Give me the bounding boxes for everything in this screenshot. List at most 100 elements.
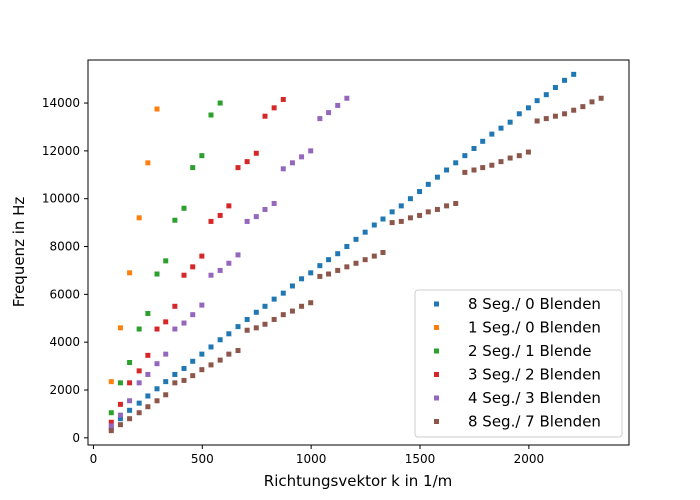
data-point [552, 113, 558, 119]
data-point [190, 312, 196, 318]
data-point [172, 371, 178, 377]
legend-label: 1 Seg./ 0 Blenden [468, 319, 601, 337]
data-point [425, 209, 431, 215]
data-point [489, 162, 495, 168]
series-2 [108, 106, 160, 385]
data-point [507, 119, 513, 125]
data-point [425, 181, 431, 187]
legend-label: 4 Seg./ 3 Blenden [468, 389, 601, 407]
series-6 [108, 95, 604, 434]
series-3 [108, 100, 223, 416]
data-point [407, 215, 413, 221]
data-point [235, 252, 241, 258]
data-point [280, 166, 286, 172]
data-point [108, 419, 114, 425]
data-point [516, 153, 522, 159]
data-point [462, 169, 468, 175]
data-point [244, 218, 250, 224]
data-point [444, 167, 450, 173]
data-point [317, 263, 323, 269]
data-point [217, 267, 223, 273]
data-point [308, 148, 314, 154]
data-point [571, 71, 577, 77]
data-point [453, 200, 459, 206]
data-point [190, 358, 196, 364]
data-point [154, 386, 160, 392]
data-point [398, 218, 404, 224]
data-point [253, 214, 259, 220]
data-point [108, 423, 114, 429]
data-point [145, 393, 151, 399]
data-point [172, 380, 178, 386]
data-point [226, 260, 232, 266]
data-point [534, 118, 540, 124]
data-point [380, 216, 386, 222]
data-point [434, 174, 440, 180]
data-point [444, 203, 450, 209]
data-point [389, 220, 395, 226]
data-point [480, 138, 486, 144]
y-tick-label: 8000 [49, 240, 80, 254]
data-point [571, 107, 577, 113]
x-tick-label: 2000 [514, 452, 545, 466]
data-point [543, 92, 549, 98]
y-axis-label: Frequenz in Hz [10, 197, 28, 308]
y-tick-label: 14000 [42, 96, 80, 110]
legend: 8 Seg./ 0 Blenden 1 Seg./ 0 Blenden 2 Seg.… [414, 289, 623, 438]
data-point [226, 203, 232, 209]
series-1 [108, 71, 577, 431]
data-point [154, 106, 160, 112]
data-point [117, 416, 123, 422]
data-point [335, 267, 341, 273]
data-point [335, 102, 341, 108]
data-point [335, 251, 341, 257]
data-point [308, 270, 314, 276]
data-point [235, 324, 241, 330]
data-point [344, 95, 350, 101]
legend-marker [434, 348, 439, 354]
legend-label: 8 Seg./ 0 Blenden [468, 295, 601, 313]
x-tick-label: 0 [90, 452, 98, 466]
data-point [154, 361, 160, 367]
data-point [217, 357, 223, 363]
data-point [199, 253, 205, 259]
y-tick-label: 2000 [49, 383, 80, 397]
data-point [163, 392, 169, 398]
data-point [244, 316, 250, 322]
data-point [326, 271, 332, 277]
data-point [534, 98, 540, 104]
data-point [181, 320, 187, 326]
x-tick-label: 1000 [296, 452, 327, 466]
data-point [525, 105, 531, 111]
data-point [163, 379, 169, 385]
y-tick-label: 0 [72, 431, 80, 445]
data-point [344, 264, 350, 270]
data-point [145, 310, 151, 316]
data-point [516, 111, 522, 117]
x-tick-label: 1500 [405, 452, 436, 466]
data-point [127, 360, 133, 365]
points-layer [108, 71, 604, 434]
data-point [543, 116, 549, 122]
data-point [108, 428, 114, 434]
data-point [136, 410, 142, 416]
data-point [235, 348, 241, 354]
legend-marker [434, 372, 439, 377]
x-tick-label: 500 [191, 452, 214, 466]
data-point [199, 367, 205, 373]
data-point [108, 379, 114, 385]
data-point [172, 303, 178, 309]
data-point [299, 303, 305, 309]
data-point [181, 365, 187, 371]
data-point [552, 85, 558, 90]
data-point [127, 407, 133, 413]
data-point [462, 153, 468, 159]
legend-marker [434, 325, 439, 330]
data-point [262, 321, 268, 327]
data-point [407, 196, 413, 202]
data-point [271, 316, 277, 322]
data-point [471, 145, 477, 151]
data-point [208, 272, 214, 278]
data-point [136, 215, 142, 221]
